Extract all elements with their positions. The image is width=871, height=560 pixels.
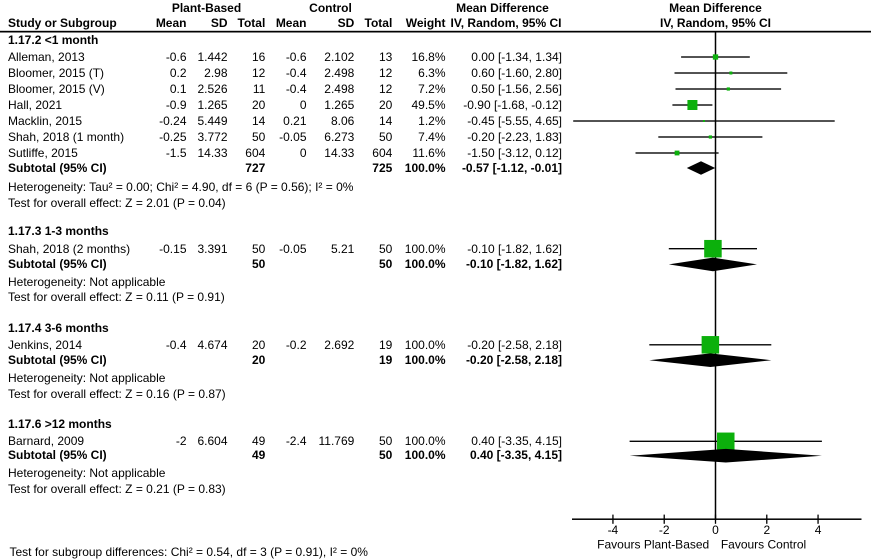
svg-text:4: 4 <box>815 523 822 537</box>
svg-text:0: 0 <box>712 523 719 537</box>
svg-text:Favours Plant-Based: Favours Plant-Based <box>597 537 709 551</box>
svg-text:-2: -2 <box>659 523 670 537</box>
svg-text:Favours Control: Favours Control <box>721 537 806 551</box>
svg-text:2: 2 <box>763 523 770 537</box>
svg-text:-4: -4 <box>608 523 619 537</box>
